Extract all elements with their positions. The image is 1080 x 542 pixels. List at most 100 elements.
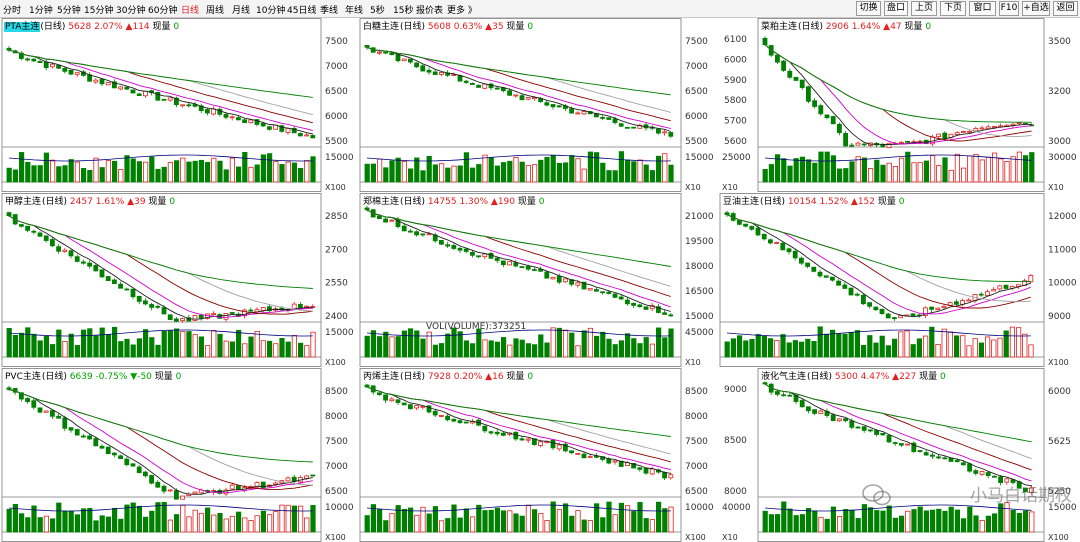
last-price: 5608 [427,22,451,32]
period-tab-12[interactable]: 年线 [345,6,364,16]
chart-panel-5[interactable]: 12000 11000 10000 9000 X100 豆油主连(日线) 10154 1.… [718,193,1080,367]
candle [861,143,867,146]
candle [550,439,556,449]
candle [991,289,997,292]
toolbar-button-1[interactable]: 盘口 [884,1,908,16]
toolbar-button-4[interactable]: 窗口 [969,1,996,16]
candle [500,260,506,266]
candle [612,118,618,124]
candle [848,287,854,296]
volume-tick: 15000 [325,153,354,163]
period-tab-13[interactable]: 5秒 [370,6,385,16]
candle [310,474,316,477]
period-tab-16[interactable]: 更多 》 [447,6,477,16]
period-tab-15[interactable]: 报价表 [416,6,444,16]
candle [519,438,525,441]
candle [457,420,463,424]
chart-panel-0[interactable]: 7500 7000 6500 6000 5500 15000 X100 PTA主连(日线) 5… [0,18,357,192]
chart-panel-7[interactable]: 8500 8000 7500 7000 6500 10000 X100 丙烯主连(日线) 79… [358,368,717,542]
period-tab-11[interactable]: 季线 [320,6,339,16]
price-tick: 2700 [325,245,348,255]
period-tab-8[interactable]: 月线 [232,6,251,16]
candle [1022,487,1028,493]
kline-chart[interactable]: 8500 8000 7500 7000 6500 10000 X100 [0,368,357,542]
kline-chart[interactable]: 2850 2700 2550 2400 15000 X100 [0,193,357,367]
candle [569,279,575,285]
chart-panel-1[interactable]: 7500 7000 6500 6000 5500 15000 X10 白糖主连(日线) 560… [358,18,717,192]
symbol-name: 甲醇主连 [5,197,42,207]
candle [43,410,49,413]
kline-chart[interactable]: 7500 7000 6500 6000 5500 15000 X10 [358,18,717,192]
candle [149,475,155,484]
period-tab-0[interactable]: 分时 [3,6,22,16]
toolbar-button-5[interactable]: F10 [999,1,1019,16]
volume-bars [762,151,1035,183]
toolbar-button-7[interactable]: 返回 [1053,1,1078,16]
period-tab-4[interactable]: 30分钟 [116,6,146,16]
period-tab-5[interactable]: 60分钟 [148,6,178,16]
kline-chart[interactable]: 21000 19500 18000 16500 15000 45000 X10 VOL(VOL… [358,193,717,367]
candle [161,485,167,492]
candle [204,109,210,114]
candle [724,212,730,216]
candle [25,398,31,403]
chart-panel-3[interactable]: 2850 2700 2550 2400 15000 X100 甲醇主连(日线) 2457 1… [0,193,357,367]
candle [6,212,12,217]
candle [279,125,285,132]
candle [74,72,80,75]
candle [843,418,848,422]
candle [513,94,519,97]
kline-chart[interactable]: 8500 8000 7500 7000 6500 10000 X100 [358,368,717,542]
panel-title: 液化气主连(日线) 5300 4.47% ▲227 现量 0 [760,369,946,382]
price-tick-left: 5900 [724,76,747,86]
chart-grid: 7500 7000 6500 6000 5500 15000 X100 PTA主连(日线) 5… [0,18,1080,542]
period-tab-7[interactable]: 周线 [206,6,225,16]
candle [93,438,99,447]
price-tick: 11000 [1048,245,1077,255]
candle [531,97,537,100]
chart-panel-4[interactable]: 21000 19500 18000 16500 15000 45000 X10 VOL(VOL… [358,193,717,367]
candle [25,225,31,231]
candle [180,495,186,500]
last-price: 2906 [825,22,849,32]
candle [631,126,637,129]
period-tab-6[interactable]: 日线 [181,6,200,16]
candle [74,429,80,436]
chart-panel-8[interactable]: 6000 5625 5250 9000 8500 8000 40000 X10 15000 X10… [718,368,1080,542]
period-tab-9[interactable]: 10分钟 [256,6,286,16]
candle [192,314,198,321]
toolbar-button-2[interactable]: 上页 [911,1,937,16]
volume-label: 现量 [517,197,536,207]
toolbar-button-6[interactable]: +自选 [1022,1,1050,16]
candle [550,104,556,108]
candle [662,131,668,134]
candle [837,123,842,134]
candle [50,63,55,68]
price-tick: 7500 [685,37,708,47]
kline-chart[interactable]: 7500 7000 6500 6000 5500 15000 X100 [0,18,357,192]
ma10-line [366,209,671,308]
kline-chart[interactable]: 12000 11000 10000 9000 X100 [718,193,1080,367]
period-tab-2[interactable]: 5分钟 [57,6,81,16]
kline-chart[interactable]: 6000 5625 5250 9000 8500 8000 40000 X10 15000 X10… [718,368,1080,542]
price-tick: 5500 [325,137,348,147]
volume-tick: 10000 [685,503,714,513]
toolbar-button-0[interactable]: 切换 [856,1,881,16]
candle [761,233,767,240]
ma60-line [726,214,1031,283]
period-tab-3[interactable]: 15分钟 [84,6,114,16]
candle [606,291,612,294]
candle [1004,478,1010,483]
chart-panel-6[interactable]: 8500 8000 7500 7000 6500 10000 X100 PVC主连(日线) 6… [0,368,357,542]
candle [155,481,161,488]
candle [736,220,742,225]
candle [762,37,768,46]
toolbar-button-3[interactable]: 下页 [940,1,966,16]
candle [223,114,229,118]
kline-chart[interactable]: 3500 3200 3000 6100 6000 5900 5800 5700 5600 2500… [718,18,1080,192]
period-tab-14[interactable]: 15秒 [393,6,414,16]
chart-panel-2[interactable]: 3500 3200 3000 6100 6000 5900 5800 5700 5600 2500… [718,18,1080,192]
period-tab-10[interactable]: 45日线 [287,6,317,16]
candle [917,450,923,452]
period-tab-1[interactable]: 1分钟 [29,6,53,16]
